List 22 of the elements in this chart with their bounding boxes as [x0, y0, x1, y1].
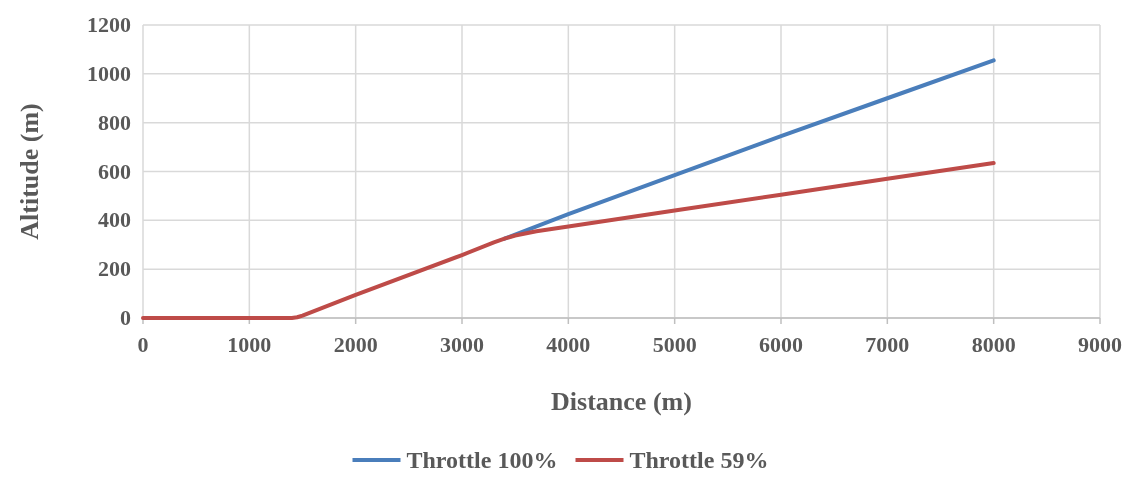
- y-axis-title: Altitude (m): [15, 103, 44, 240]
- x-tick-label: 0: [137, 332, 149, 357]
- x-tick-label: 8000: [971, 332, 1016, 357]
- x-tick-label: 2000: [333, 332, 378, 357]
- x-tick-label: 7000: [865, 332, 910, 357]
- y-tick-label: 200: [98, 256, 131, 282]
- y-tick-label: 1000: [87, 60, 131, 86]
- y-tick-label: 1200: [87, 12, 131, 37]
- x-tick-label: 6000: [759, 332, 803, 357]
- y-tick-label: 400: [98, 207, 131, 233]
- legend-label: Throttle 59%: [629, 447, 769, 473]
- x-tick-label: 3000: [440, 332, 484, 357]
- y-tick-label: 600: [98, 158, 131, 184]
- x-tick-label: 5000: [652, 332, 697, 357]
- x-tick-label: 4000: [546, 332, 591, 357]
- x-axis-title: Distance (m): [551, 387, 692, 416]
- legend-label: Throttle 100%: [406, 447, 558, 473]
- line-series: [141, 160, 996, 320]
- x-tick-label: 1000: [227, 332, 272, 357]
- y-tick-label: 800: [98, 109, 131, 135]
- x-tick-label: 9000: [1078, 332, 1122, 357]
- y-tick-label: 0: [120, 305, 131, 330]
